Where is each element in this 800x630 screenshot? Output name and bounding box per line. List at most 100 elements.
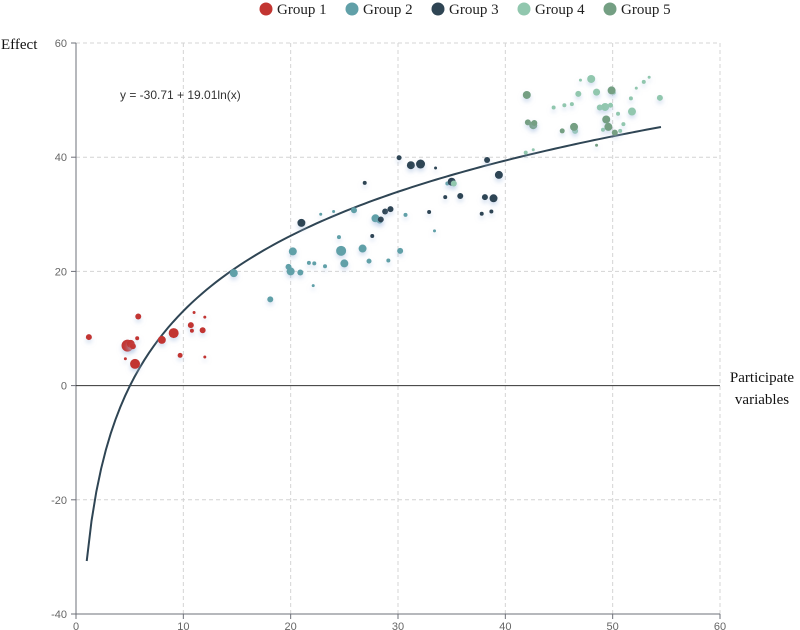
data-point-group-1 bbox=[130, 358, 141, 369]
data-point-group-1 bbox=[203, 355, 207, 359]
data-point-group-5 bbox=[611, 129, 618, 136]
legend-marker-group-5 bbox=[603, 2, 617, 16]
data-point-group-4 bbox=[628, 96, 633, 101]
data-point-group-3 bbox=[489, 209, 494, 214]
regression bbox=[85, 125, 662, 562]
data-point-group-4 bbox=[634, 86, 638, 90]
y-tick-label: 0 bbox=[61, 381, 67, 393]
regression-curve bbox=[85, 125, 662, 562]
data-point-group-1 bbox=[123, 357, 127, 361]
legend-marker-group-2 bbox=[345, 2, 359, 16]
data-point-group-2 bbox=[366, 258, 372, 264]
data-point-group-3 bbox=[494, 170, 503, 179]
data-point-group-2 bbox=[312, 261, 317, 266]
data-point-group-3 bbox=[457, 193, 464, 200]
data-point-group-2 bbox=[432, 229, 436, 233]
x-tick-label: 10 bbox=[177, 621, 189, 630]
x-tick-label: 60 bbox=[714, 621, 726, 630]
x-tick-label: 50 bbox=[607, 621, 619, 630]
data-point-group-4 bbox=[618, 128, 623, 133]
data-point-group-3 bbox=[297, 218, 306, 227]
data-point-group-3 bbox=[427, 210, 432, 215]
data-point-group-3 bbox=[387, 206, 394, 213]
data-point-group-3 bbox=[406, 161, 415, 170]
y-tick-label: -20 bbox=[51, 495, 67, 507]
legend-label-group-5: Group 5 bbox=[621, 2, 671, 18]
data-point-group-2 bbox=[336, 235, 341, 240]
data-point-group-5 bbox=[531, 119, 538, 126]
data-point-group-1 bbox=[199, 327, 206, 334]
data-point-group-1 bbox=[192, 311, 196, 315]
data-point-group-3 bbox=[416, 159, 426, 169]
data-point-group-4 bbox=[656, 94, 663, 101]
legend-marker-group-4 bbox=[517, 2, 531, 16]
data-point-group-4 bbox=[450, 180, 457, 187]
data-point-group-2 bbox=[350, 207, 357, 214]
data-point-group-5 bbox=[524, 119, 531, 126]
data-point-group-2 bbox=[288, 247, 297, 256]
data-point-group-4 bbox=[562, 103, 567, 108]
data-point-group-4 bbox=[601, 102, 610, 111]
legend-label-group-4: Group 4 bbox=[535, 2, 585, 18]
y-tick-label: 40 bbox=[55, 152, 67, 164]
data-point-group-2 bbox=[286, 267, 295, 276]
y-tick-label: 20 bbox=[55, 266, 67, 278]
data-point-group-2 bbox=[332, 209, 336, 213]
data-point-group-2 bbox=[306, 260, 311, 265]
data-point-group-1 bbox=[203, 315, 207, 319]
data-point-group-5 bbox=[602, 115, 611, 124]
data-point-group-2 bbox=[319, 212, 323, 216]
data-point-group-3 bbox=[434, 166, 438, 170]
data-point-group-2 bbox=[397, 247, 404, 254]
data-point-group-1 bbox=[177, 352, 183, 358]
data-point-group-3 bbox=[481, 194, 488, 201]
data-point-group-4 bbox=[608, 102, 614, 108]
data-points bbox=[85, 74, 663, 369]
data-point-group-1 bbox=[168, 328, 179, 339]
data-point-group-4 bbox=[575, 90, 582, 97]
legend: Group 1 Group 2 Group 3 Group 4 Group 5 bbox=[259, 2, 671, 18]
data-point-group-4 bbox=[578, 78, 582, 82]
x-tick-label: 30 bbox=[392, 621, 404, 630]
legend-label-group-3: Group 3 bbox=[449, 2, 499, 18]
data-point-group-2 bbox=[336, 245, 347, 256]
data-point-group-2 bbox=[358, 244, 367, 253]
data-point-group-4 bbox=[593, 88, 601, 96]
axes: 0 10 20 30 40 50 60 -40 -20 0 20 40 60 Participate var… bbox=[51, 38, 794, 630]
data-point-group-2 bbox=[323, 264, 328, 269]
data-point-group-3 bbox=[377, 216, 384, 223]
data-point-group-4 bbox=[601, 127, 606, 132]
regression-equation: y = -30.71 + 19.01ln(x) bbox=[120, 88, 241, 102]
data-point-group-5 bbox=[570, 122, 579, 131]
y-tick-label: 60 bbox=[55, 38, 67, 50]
legend-label-group-1: Group 1 bbox=[277, 2, 327, 18]
data-point-group-5 bbox=[607, 86, 616, 95]
data-point-group-3 bbox=[370, 233, 375, 238]
data-point-group-4 bbox=[587, 74, 596, 83]
data-point-group-5 bbox=[595, 143, 599, 147]
data-point-group-2 bbox=[311, 284, 315, 288]
data-point-group-5 bbox=[522, 90, 531, 99]
data-point-group-4 bbox=[627, 107, 636, 116]
data-point-group-3 bbox=[396, 155, 402, 161]
data-point-group-1 bbox=[187, 322, 194, 329]
data-point-group-4 bbox=[551, 105, 556, 110]
data-point-group-1 bbox=[189, 328, 194, 333]
data-point-group-1 bbox=[129, 343, 136, 350]
data-point-group-2 bbox=[386, 258, 391, 263]
data-point-group-2 bbox=[229, 269, 238, 278]
data-point-group-5 bbox=[559, 128, 565, 134]
data-point-group-2 bbox=[340, 259, 349, 268]
y-tick-label: -40 bbox=[51, 609, 67, 621]
data-point-group-2 bbox=[403, 212, 408, 217]
y-axis-label: Effect bbox=[1, 37, 38, 53]
data-point-group-3 bbox=[479, 211, 484, 216]
legend-label-group-2: Group 2 bbox=[363, 2, 413, 18]
data-point-group-5 bbox=[604, 122, 613, 131]
data-point-group-4 bbox=[531, 148, 535, 152]
x-axis-label: Participate variables bbox=[730, 370, 794, 408]
data-point-group-2 bbox=[267, 296, 274, 303]
data-point-group-4 bbox=[647, 75, 651, 79]
data-point-group-1 bbox=[135, 313, 142, 320]
